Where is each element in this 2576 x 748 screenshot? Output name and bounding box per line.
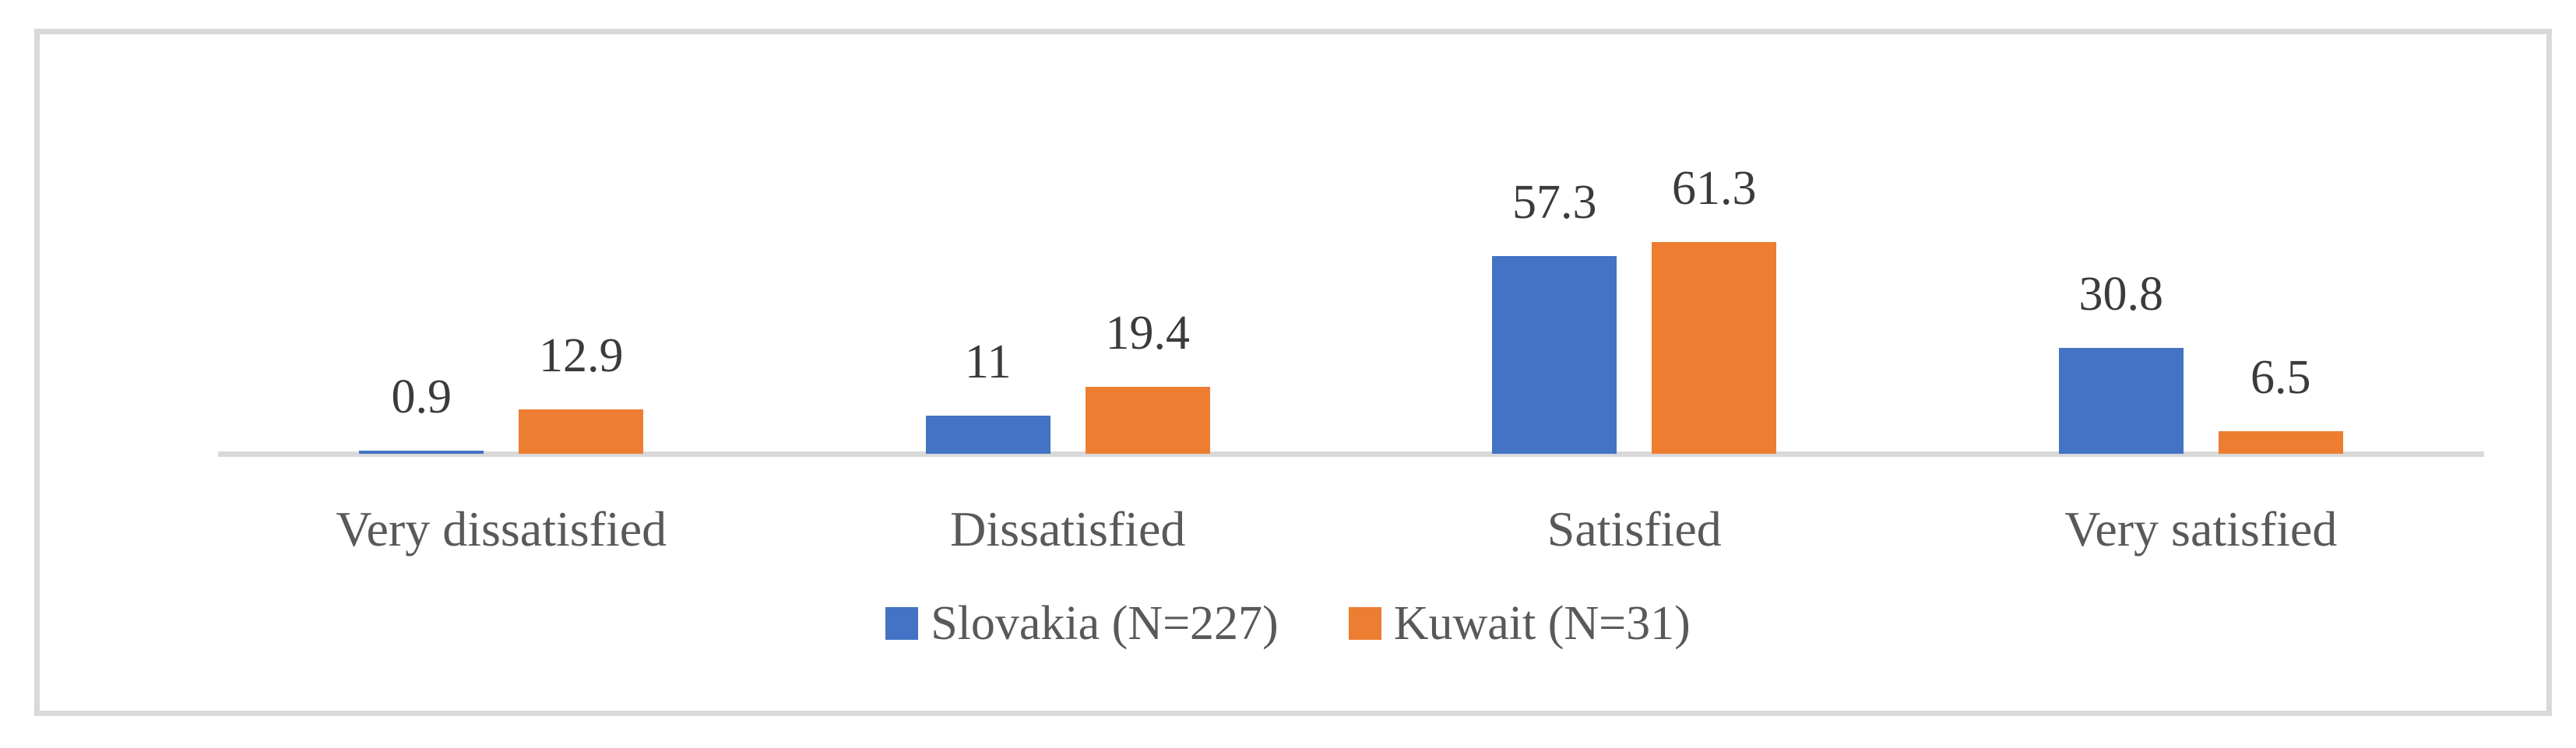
kuwait-swatch-icon	[1348, 607, 1381, 640]
value-label: 61.3	[1672, 162, 1757, 215]
legend-label-slovakia: Slovakia (N=227)	[931, 597, 1279, 650]
bar-kuwait-very-satisfied	[2218, 431, 2343, 454]
category-label: Dissatisfied	[950, 501, 1186, 557]
value-label: 11	[964, 335, 1012, 388]
value-label: 57.3	[1512, 176, 1597, 229]
slovakia-swatch-icon	[885, 607, 919, 640]
bar-slovakia-satisfied	[1492, 256, 1617, 454]
category-label: Very dissatisfied	[336, 501, 667, 557]
value-label: 19.4	[1105, 307, 1191, 360]
legend-item-slovakia: Slovakia (N=227)	[885, 599, 1279, 648]
bar-kuwait-very-dissatisfied	[519, 409, 644, 454]
bar-kuwait-satisfied	[1652, 242, 1777, 454]
bar-kuwait-dissatisfied	[1085, 387, 1210, 454]
bar-slovakia-dissatisfied	[925, 416, 1050, 454]
value-label: 30.8	[2078, 268, 2164, 321]
bar-slovakia-very-satisfied	[2058, 348, 2184, 454]
legend-label-kuwait: Kuwait (N=31)	[1393, 597, 1691, 650]
bar-slovakia-very-dissatisfied	[359, 451, 484, 454]
category-label: Very satisfied	[2064, 501, 2338, 557]
legend: Slovakia (N=227) Kuwait (N=31)	[0, 599, 2576, 648]
category-label: Satisfied	[1547, 501, 1722, 557]
value-label: 6.5	[2250, 351, 2311, 404]
value-label: 0.9	[391, 370, 452, 423]
value-label: 12.9	[539, 329, 624, 382]
x-axis-line	[218, 451, 2484, 457]
legend-item-kuwait: Kuwait (N=31)	[1348, 597, 1691, 650]
